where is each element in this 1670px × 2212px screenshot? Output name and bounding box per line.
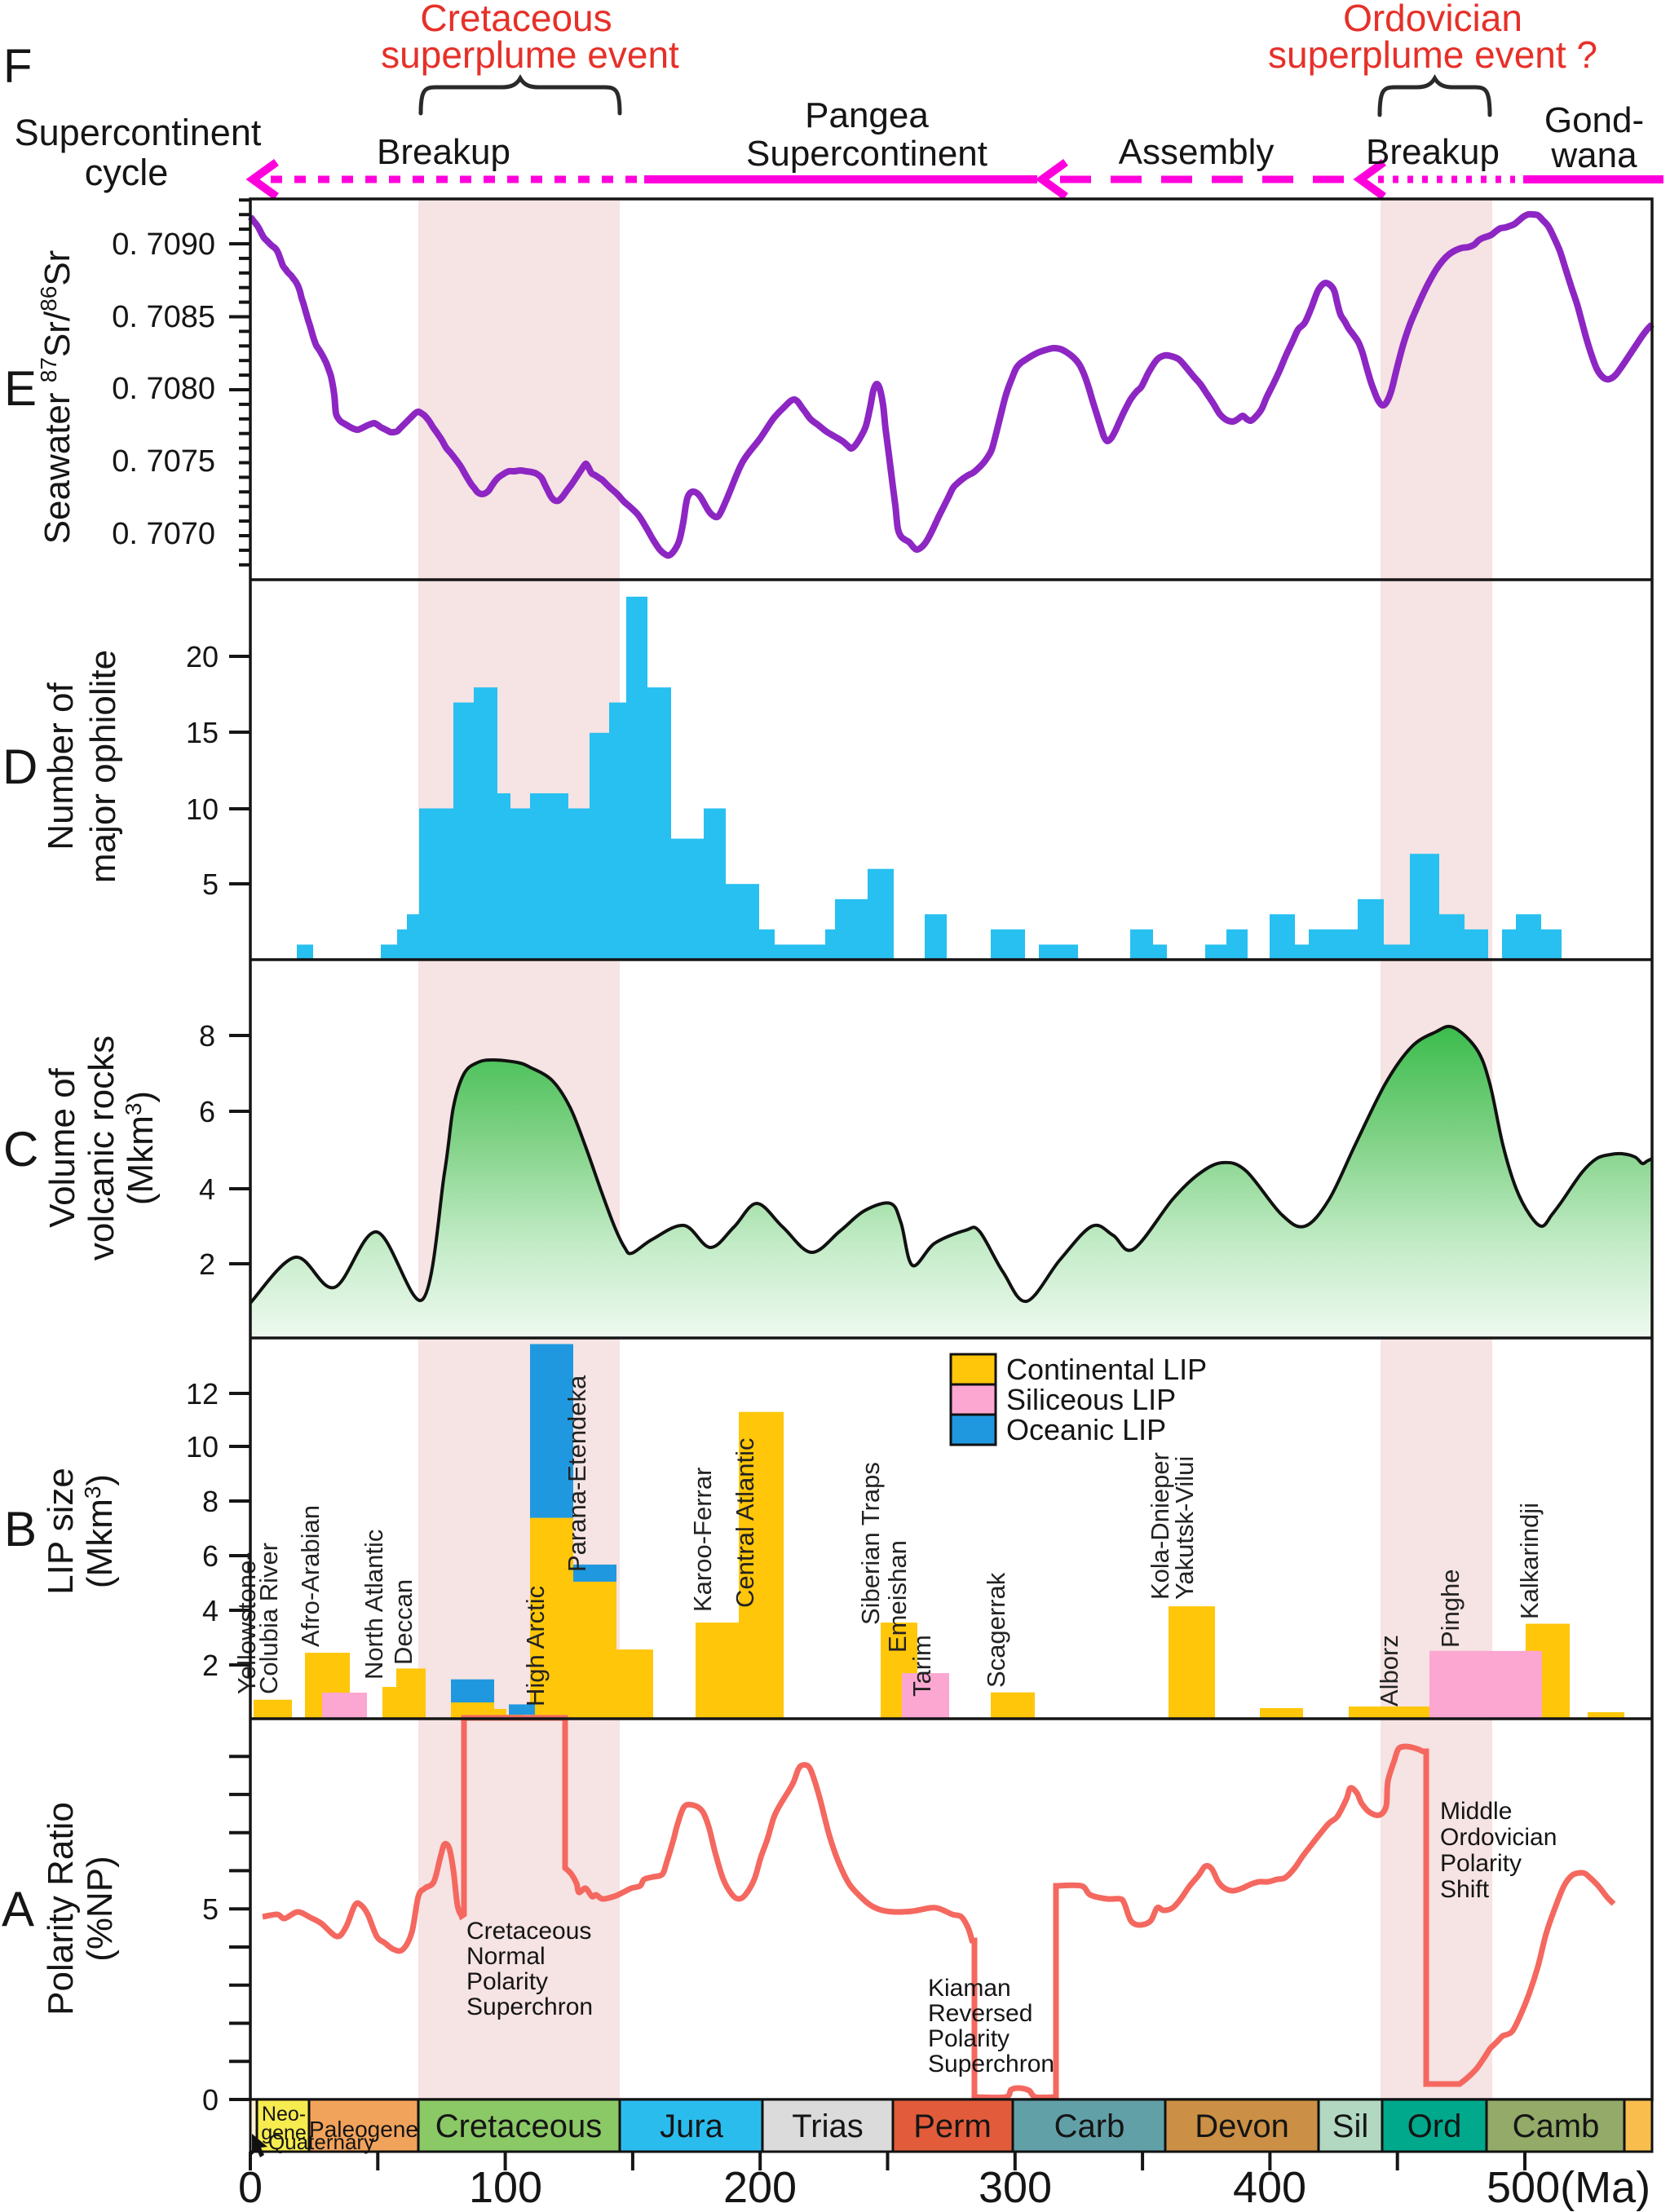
svg-text:Polarity: Polarity <box>1440 1850 1522 1877</box>
svg-text:Breakup: Breakup <box>377 132 510 172</box>
svg-text:0. 7075: 0. 7075 <box>112 444 215 479</box>
svg-text:Breakup: Breakup <box>1366 132 1500 172</box>
svg-text:0. 7070: 0. 7070 <box>112 517 215 551</box>
svg-text:Pangea: Pangea <box>805 95 929 135</box>
svg-text:Alborz: Alborz <box>1375 1635 1403 1706</box>
svg-text:gene: gene <box>261 2121 307 2144</box>
svg-text:E: E <box>4 361 37 416</box>
svg-text:Paleogene: Paleogene <box>309 2117 418 2142</box>
svg-text:Cretaceous: Cretaceous <box>466 1918 591 1945</box>
svg-text:8: 8 <box>199 1019 215 1053</box>
svg-text:Middle: Middle <box>1440 1798 1512 1825</box>
svg-text:Polarity Ratio: Polarity Ratio <box>41 1802 81 2016</box>
svg-text:Siliceous LIP: Siliceous LIP <box>1006 1383 1176 1416</box>
svg-text:Oceanic LIP: Oceanic LIP <box>1006 1413 1166 1446</box>
svg-text:Polarity: Polarity <box>928 2025 1010 2052</box>
svg-text:D: D <box>2 740 38 794</box>
svg-text:Assembly: Assembly <box>1119 132 1275 172</box>
svg-text:North Atlantic: North Atlantic <box>360 1530 388 1680</box>
svg-text:8: 8 <box>202 1485 219 1518</box>
svg-text:Gond-: Gond- <box>1544 100 1644 140</box>
svg-text:B: B <box>4 1502 37 1556</box>
svg-text:Number of: Number of <box>41 682 81 850</box>
svg-text:Sil: Sil <box>1332 2108 1368 2144</box>
svg-text:Trias: Trias <box>792 2108 863 2144</box>
svg-text:15: 15 <box>186 716 219 749</box>
svg-text:Superchron: Superchron <box>928 2051 1054 2077</box>
svg-text:Superchron: Superchron <box>466 1993 593 2020</box>
svg-text:volcanic rocks: volcanic rocks <box>82 1035 121 1261</box>
svg-text:Perm: Perm <box>913 2108 992 2144</box>
svg-text:200: 200 <box>723 2163 797 2212</box>
svg-text:6: 6 <box>199 1095 215 1128</box>
svg-text:wana: wana <box>1550 135 1637 175</box>
svg-text:12: 12 <box>186 1377 219 1411</box>
svg-text:Karoo-Ferrar: Karoo-Ferrar <box>688 1468 717 1612</box>
svg-text:cycle: cycle <box>85 152 169 193</box>
svg-text:Tarim: Tarim <box>908 1635 936 1697</box>
svg-text:Kola-Dnieper: Kola-Dnieper <box>1146 1452 1174 1600</box>
svg-text:Siberian Traps: Siberian Traps <box>856 1462 885 1625</box>
svg-text:LIP size: LIP size <box>41 1468 81 1595</box>
svg-text:Camb: Camb <box>1513 2108 1600 2144</box>
svg-text:Deccan: Deccan <box>389 1579 418 1665</box>
svg-text:20: 20 <box>186 640 219 673</box>
svg-text:Yakutsk-Vilui: Yakutsk-Vilui <box>1170 1456 1199 1600</box>
svg-text:A: A <box>2 1882 34 1936</box>
svg-text:major ophiolite: major ophiolite <box>83 650 123 883</box>
svg-text:Central Atlantic: Central Atlantic <box>731 1438 759 1609</box>
svg-text:Devon: Devon <box>1195 2108 1289 2144</box>
svg-text:Cretaceous: Cretaceous <box>435 2108 603 2144</box>
svg-text:0: 0 <box>238 2163 263 2212</box>
svg-text:Afro-Arabian: Afro-Arabian <box>296 1505 325 1647</box>
svg-text:Polarity: Polarity <box>466 1968 548 1995</box>
svg-text:0. 7085: 0. 7085 <box>112 300 215 334</box>
svg-text:Jura: Jura <box>660 2108 724 2144</box>
svg-text:2: 2 <box>199 1247 215 1281</box>
svg-text:Reversed: Reversed <box>928 2000 1032 2027</box>
svg-text:Continental LIP: Continental LIP <box>1006 1353 1207 1386</box>
svg-text:500(Ma): 500(Ma) <box>1487 2163 1650 2212</box>
svg-text:10: 10 <box>186 1430 219 1464</box>
svg-text:Emeishan: Emeishan <box>883 1540 912 1653</box>
svg-text:(%NP): (%NP) <box>80 1856 120 1962</box>
svg-text:Kalkarindji: Kalkarindji <box>1515 1503 1544 1619</box>
svg-text:4: 4 <box>202 1594 219 1627</box>
svg-text:0. 7080: 0. 7080 <box>112 372 215 406</box>
svg-text:Cretaceous: Cretaceous <box>420 0 612 39</box>
svg-text:Neo-: Neo- <box>262 2103 306 2126</box>
svg-text:300: 300 <box>979 2163 1052 2212</box>
svg-text:Pinghe: Pinghe <box>1436 1569 1465 1648</box>
svg-text:0. 7090: 0. 7090 <box>112 227 215 262</box>
svg-text:10: 10 <box>186 793 219 826</box>
svg-text:Shift: Shift <box>1440 1876 1490 1903</box>
svg-text:C: C <box>3 1122 38 1177</box>
svg-text:400: 400 <box>1233 2163 1306 2212</box>
svg-text:Quaternary: Quaternary <box>268 2130 374 2154</box>
svg-text:High Arctic: High Arctic <box>521 1586 550 1706</box>
svg-text:2: 2 <box>202 1649 219 1682</box>
svg-text:6: 6 <box>202 1539 219 1573</box>
svg-text:Ordovician: Ordovician <box>1440 1824 1557 1851</box>
svg-text:100: 100 <box>469 2163 542 2212</box>
svg-text:Carb: Carb <box>1054 2108 1125 2144</box>
svg-text:Supercontinent: Supercontinent <box>746 134 987 174</box>
svg-text:Supercontinent: Supercontinent <box>15 112 262 153</box>
svg-text:4: 4 <box>199 1172 215 1206</box>
svg-text:0: 0 <box>202 2083 219 2117</box>
svg-text:Yellowstone-: Yellowstone- <box>232 1552 261 1694</box>
svg-text:5: 5 <box>202 868 219 901</box>
svg-text:superplume event ?: superplume event ? <box>1268 33 1597 76</box>
svg-text:Scagerrak: Scagerrak <box>982 1572 1010 1688</box>
svg-text:Parana-Etendeka: Parana-Etendeka <box>563 1375 591 1572</box>
svg-text:Colubia River: Colubia River <box>254 1543 283 1694</box>
svg-text:F: F <box>3 40 32 93</box>
svg-text:Normal: Normal <box>466 1943 546 1970</box>
svg-text:5: 5 <box>202 1892 219 1926</box>
svg-text:Ord: Ord <box>1407 2108 1462 2144</box>
svg-text:Volume of: Volume of <box>42 1067 82 1227</box>
svg-text:Ordovician: Ordovician <box>1343 0 1522 39</box>
svg-text:Kiaman: Kiaman <box>928 1975 1011 2002</box>
svg-text:superplume event: superplume event <box>381 33 679 76</box>
